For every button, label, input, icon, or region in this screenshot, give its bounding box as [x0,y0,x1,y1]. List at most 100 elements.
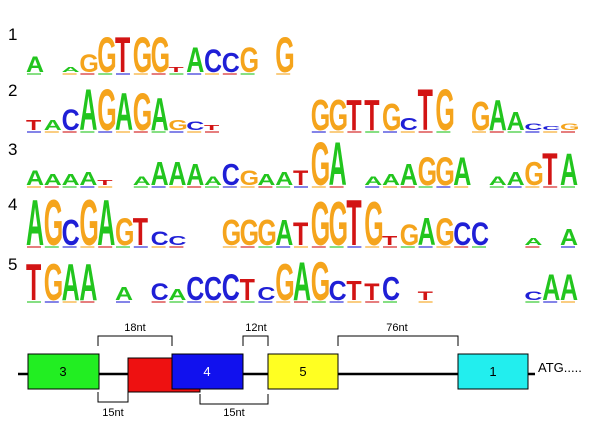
logo-residue [311,131,326,133]
logo-residue [116,73,130,75]
motif-number: 4 [8,195,17,214]
logo-residue [151,246,166,248]
logo-letter-c: C [471,217,489,253]
motif-number: 2 [8,81,17,100]
logo-residue [258,246,273,248]
motif-logo-5: 5 T GA A A C A C C C T C GA GC T T C T C A A [8,251,578,313]
logo-residue [205,301,219,303]
logo-letter-c: C [453,217,471,253]
logo-letter-a: A [293,251,311,313]
logo-letter-g: G [311,91,330,140]
logo-letter-a: A [186,158,204,192]
logo-letter-t: T [26,117,42,133]
logo-letter-t: T [346,187,361,260]
logo-letter-t: T [293,166,308,190]
logo-residue [240,301,255,303]
logo-letter-g: G [97,28,116,84]
logo-residue [222,246,237,248]
logo-residue [169,301,184,303]
logo-residue [187,131,202,133]
logo-residue [543,186,558,188]
logo-residue [240,73,255,75]
logo-residue [258,186,273,188]
logo-residue [205,186,219,188]
logo-letter-a: A [364,174,382,188]
logo-residue [294,301,308,303]
logo-residue [222,301,237,303]
logo-letter-g: G [275,253,294,312]
motif-logo-1: 1 AAGGTGGTACCGGCCA [8,25,295,84]
logo-residue [329,186,344,188]
logo-letter-c: C [524,289,542,303]
logo-residue [169,73,184,75]
logo-letter-c: C [204,44,222,80]
spacing-label: 15nt [102,407,123,419]
logo-residue [62,246,77,248]
logo-letter-a: A [560,267,578,308]
motif-box-4 [171,353,244,390]
logo-letter-a: A [133,174,151,188]
logo-residue [329,246,344,248]
logo-residue [133,186,148,188]
logo-letter-t: T [168,65,184,74]
logo-residue [472,131,486,133]
logo-letter-g: G [44,187,63,260]
logo-letter-a: A [329,130,347,198]
logo-letter-t: T [418,77,433,143]
logo-letter-g: G [435,150,454,194]
logo-letter-a: A [26,187,44,260]
logo-letter-a: A [26,52,44,78]
logo-letter-g: G [275,28,294,84]
logo-letter-g: G [168,117,187,133]
logo-residue [347,131,362,133]
logo-letter-c: C [186,120,204,133]
logo-residue [276,301,291,303]
logo-letter-g: G [133,28,152,84]
logo-letter-a: A [204,174,222,188]
logo-letter-a: A [275,213,293,254]
logo-letter-c: C [257,283,275,304]
logo-residue [62,73,77,75]
logo-letter-g: G [524,155,543,192]
logo-residue [133,73,148,75]
logo-residue [27,73,41,75]
logo-letter-a: A [186,41,204,80]
logo-residue [418,246,433,248]
motif-logo-3: 3 A A A A T A A A A A C GA A T GA A A A GGA A A GT A [8,130,578,198]
logo-letter-c: C [382,270,400,307]
logo-letter-c: C [222,158,240,192]
logo-residue [561,131,575,133]
logo-residue [276,73,291,75]
logo-residue [80,131,95,133]
logo-letter-a: A [524,237,542,248]
logo-letter-c: C [151,228,169,250]
motif-box-label: 1 [489,364,496,379]
logo-residue [27,131,41,133]
logo-residue [365,186,380,188]
logo-letter-g: G [240,213,259,254]
logo-residue [276,246,291,248]
spacing-bracket [97,392,129,403]
logo-letter-a: A [453,150,471,194]
logo-residue [383,131,397,133]
spacing-bracket [199,394,269,405]
logo-residue [383,186,397,188]
logo-residue [543,301,558,303]
logo-residue [169,186,184,188]
logo-residue [205,131,219,133]
logo-letter-c: C [400,114,418,134]
logo-residue [365,301,380,303]
logo-letter-c: C [168,234,186,248]
logo-letter-g: G [44,253,63,312]
sequence-logo: AAGGTGGTACCGGCCA [26,28,295,84]
logo-letter-t: T [240,273,255,307]
logo-letter-c: C [329,275,347,306]
logo-letter-g: G [435,209,454,253]
logo-residue [62,301,77,303]
spacing-label: 15nt [223,407,244,419]
logo-letter-g: G [471,94,490,140]
logo-residue [543,131,558,133]
logo-letter-a: A [62,65,80,74]
logo-residue [98,246,113,248]
logo-letter-a: A [560,225,578,251]
